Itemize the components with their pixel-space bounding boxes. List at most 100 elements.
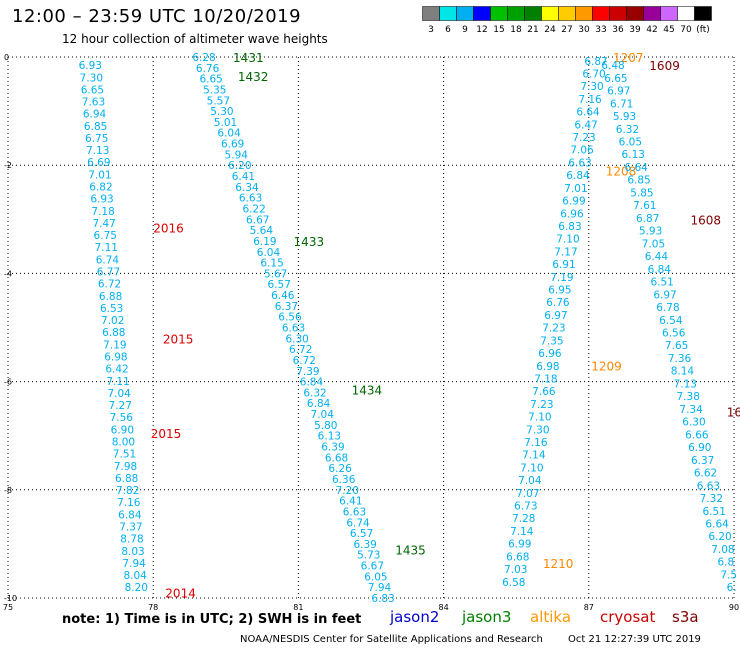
swh-value: 5.35 <box>203 84 226 96</box>
swh-value: 6.48 <box>601 60 624 72</box>
swh-value: 8.04 <box>123 570 147 582</box>
swh-value: 8.00 <box>112 436 135 448</box>
swh-value: 7.14 <box>510 526 534 538</box>
x-tick-label: 81 <box>293 603 303 612</box>
swh-value: 6.93 <box>79 60 102 72</box>
swh-value: 6.88 <box>102 327 125 339</box>
time-label: 1210 <box>543 557 574 571</box>
x-tick-label: 84 <box>439 603 449 612</box>
swh-value: 6.82 <box>89 182 112 194</box>
swh-value: 7.19 <box>550 272 573 284</box>
time-label: 16 <box>727 405 740 419</box>
scale-label: 30 <box>578 25 590 34</box>
scale-label: 33 <box>595 25 606 34</box>
swh-value: 6.65 <box>604 73 627 85</box>
swh-value: 5.85 <box>630 187 653 199</box>
swh-value: 5.94 <box>225 149 249 161</box>
swh-value: 6.75 <box>85 133 108 145</box>
swh-value: 5.80 <box>314 420 337 432</box>
swh-value: 7.02 <box>101 315 124 327</box>
time-label: 2014 <box>165 587 196 601</box>
swh-value: 7.04 <box>107 388 131 400</box>
swh-value: 6.22 <box>242 203 265 215</box>
swh-value: 6.97 <box>544 310 567 322</box>
swh-value: 6.8 <box>717 557 734 569</box>
swh-value: 7.11 <box>95 242 118 254</box>
swh-value: 6.54 <box>659 315 683 327</box>
scale-label: 18 <box>510 25 522 34</box>
swh-value: 7.13 <box>86 145 109 157</box>
chart-subtitle: 12 hour collection of altimeter wave hei… <box>62 32 328 46</box>
swh-value: 6.83 <box>371 593 394 605</box>
swh-value: 6.67 <box>246 214 269 226</box>
time-label: 1609 <box>649 59 680 73</box>
swh-value: 7.65 <box>665 340 688 352</box>
swh-value: 6.90 <box>111 424 134 436</box>
swh-value: 6.95 <box>548 285 571 297</box>
swh-value: 7.10 <box>520 462 543 474</box>
swh-value: 6.26 <box>328 463 352 475</box>
swh-value: 7.39 <box>296 366 319 378</box>
swh-value: 7.17 <box>554 246 577 258</box>
swh-value: 6.04 <box>217 128 241 140</box>
scale-label: 45 <box>663 25 674 34</box>
swh-value: 7.61 <box>633 200 656 212</box>
swh-value: 6.75 <box>94 230 117 242</box>
swh-value: 6.84 <box>566 170 590 182</box>
swh-value: 7.04 <box>518 475 542 487</box>
swh-value: 6.30 <box>682 417 705 429</box>
swh-value: 7.08 <box>711 544 734 556</box>
time-label: 1608 <box>690 213 721 227</box>
swh-value: 6.72 <box>293 355 316 367</box>
swh-value: 6.20 <box>228 160 251 172</box>
swh-value: 7.98 <box>114 461 137 473</box>
swh-value: 7.13 <box>674 378 697 390</box>
swh-value: 6.34 <box>235 182 259 194</box>
swh-value: 7.10 <box>528 412 551 424</box>
swh-value: 6.84 <box>300 377 324 389</box>
swh-value: 7.30 <box>580 81 603 93</box>
swh-value: 7.19 <box>103 339 126 351</box>
swh-value: 7.37 <box>119 521 142 533</box>
scale-label: 15 <box>493 25 504 34</box>
swh-value: 6.76 <box>546 297 570 309</box>
swh-value: 6.63 <box>568 157 591 169</box>
x-tick-label: 87 <box>584 603 594 612</box>
swh-value: 6.88 <box>99 291 122 303</box>
swh-value: 6.64 <box>624 162 648 174</box>
swh-value: 6.05 <box>619 137 642 149</box>
swh-value: 6.28 <box>192 52 215 64</box>
swh-value: 7.01 <box>88 169 111 181</box>
swh-value: 6.76 <box>196 63 220 75</box>
swh-value: 6.84 <box>648 264 672 276</box>
swh-value: 6.99 <box>562 196 585 208</box>
swh-value: 6.65 <box>199 74 222 86</box>
swh-value: 7.36 <box>668 353 692 365</box>
swh-value: 7.35 <box>540 335 563 347</box>
x-tick-label: 75 <box>3 603 13 612</box>
swh-value: 6.66 <box>685 429 709 441</box>
swh-value: 6.46 <box>271 290 295 302</box>
swh-value: 7.18 <box>534 373 557 385</box>
swh-value: 6.73 <box>514 501 537 513</box>
swh-value: 6.44 <box>645 251 669 263</box>
swh-value: 8.20 <box>125 582 148 594</box>
y-tick-label: 0 <box>4 53 9 62</box>
scale-label: 12 <box>476 25 487 34</box>
swh-value: 6.93 <box>90 194 113 206</box>
swh-value: 5.57 <box>207 95 230 107</box>
swh-value: 6.37 <box>275 301 298 313</box>
swh-value: 6.99 <box>508 539 531 551</box>
swh-value: 6.41 <box>339 496 362 508</box>
swh-value: 6.32 <box>616 124 639 136</box>
swh-value: 7.82 <box>116 485 139 497</box>
swh-value: 7.23 <box>542 323 565 335</box>
swh-value: 5.67 <box>264 268 287 280</box>
swh-value: 6.51 <box>703 506 726 518</box>
swh-value: 6.71 <box>610 98 633 110</box>
swh-value: 6.84 <box>307 398 331 410</box>
swh-value: 6.68 <box>325 452 348 464</box>
swh-value: 8.03 <box>121 546 144 558</box>
swh-value: 7.16 <box>578 94 602 106</box>
